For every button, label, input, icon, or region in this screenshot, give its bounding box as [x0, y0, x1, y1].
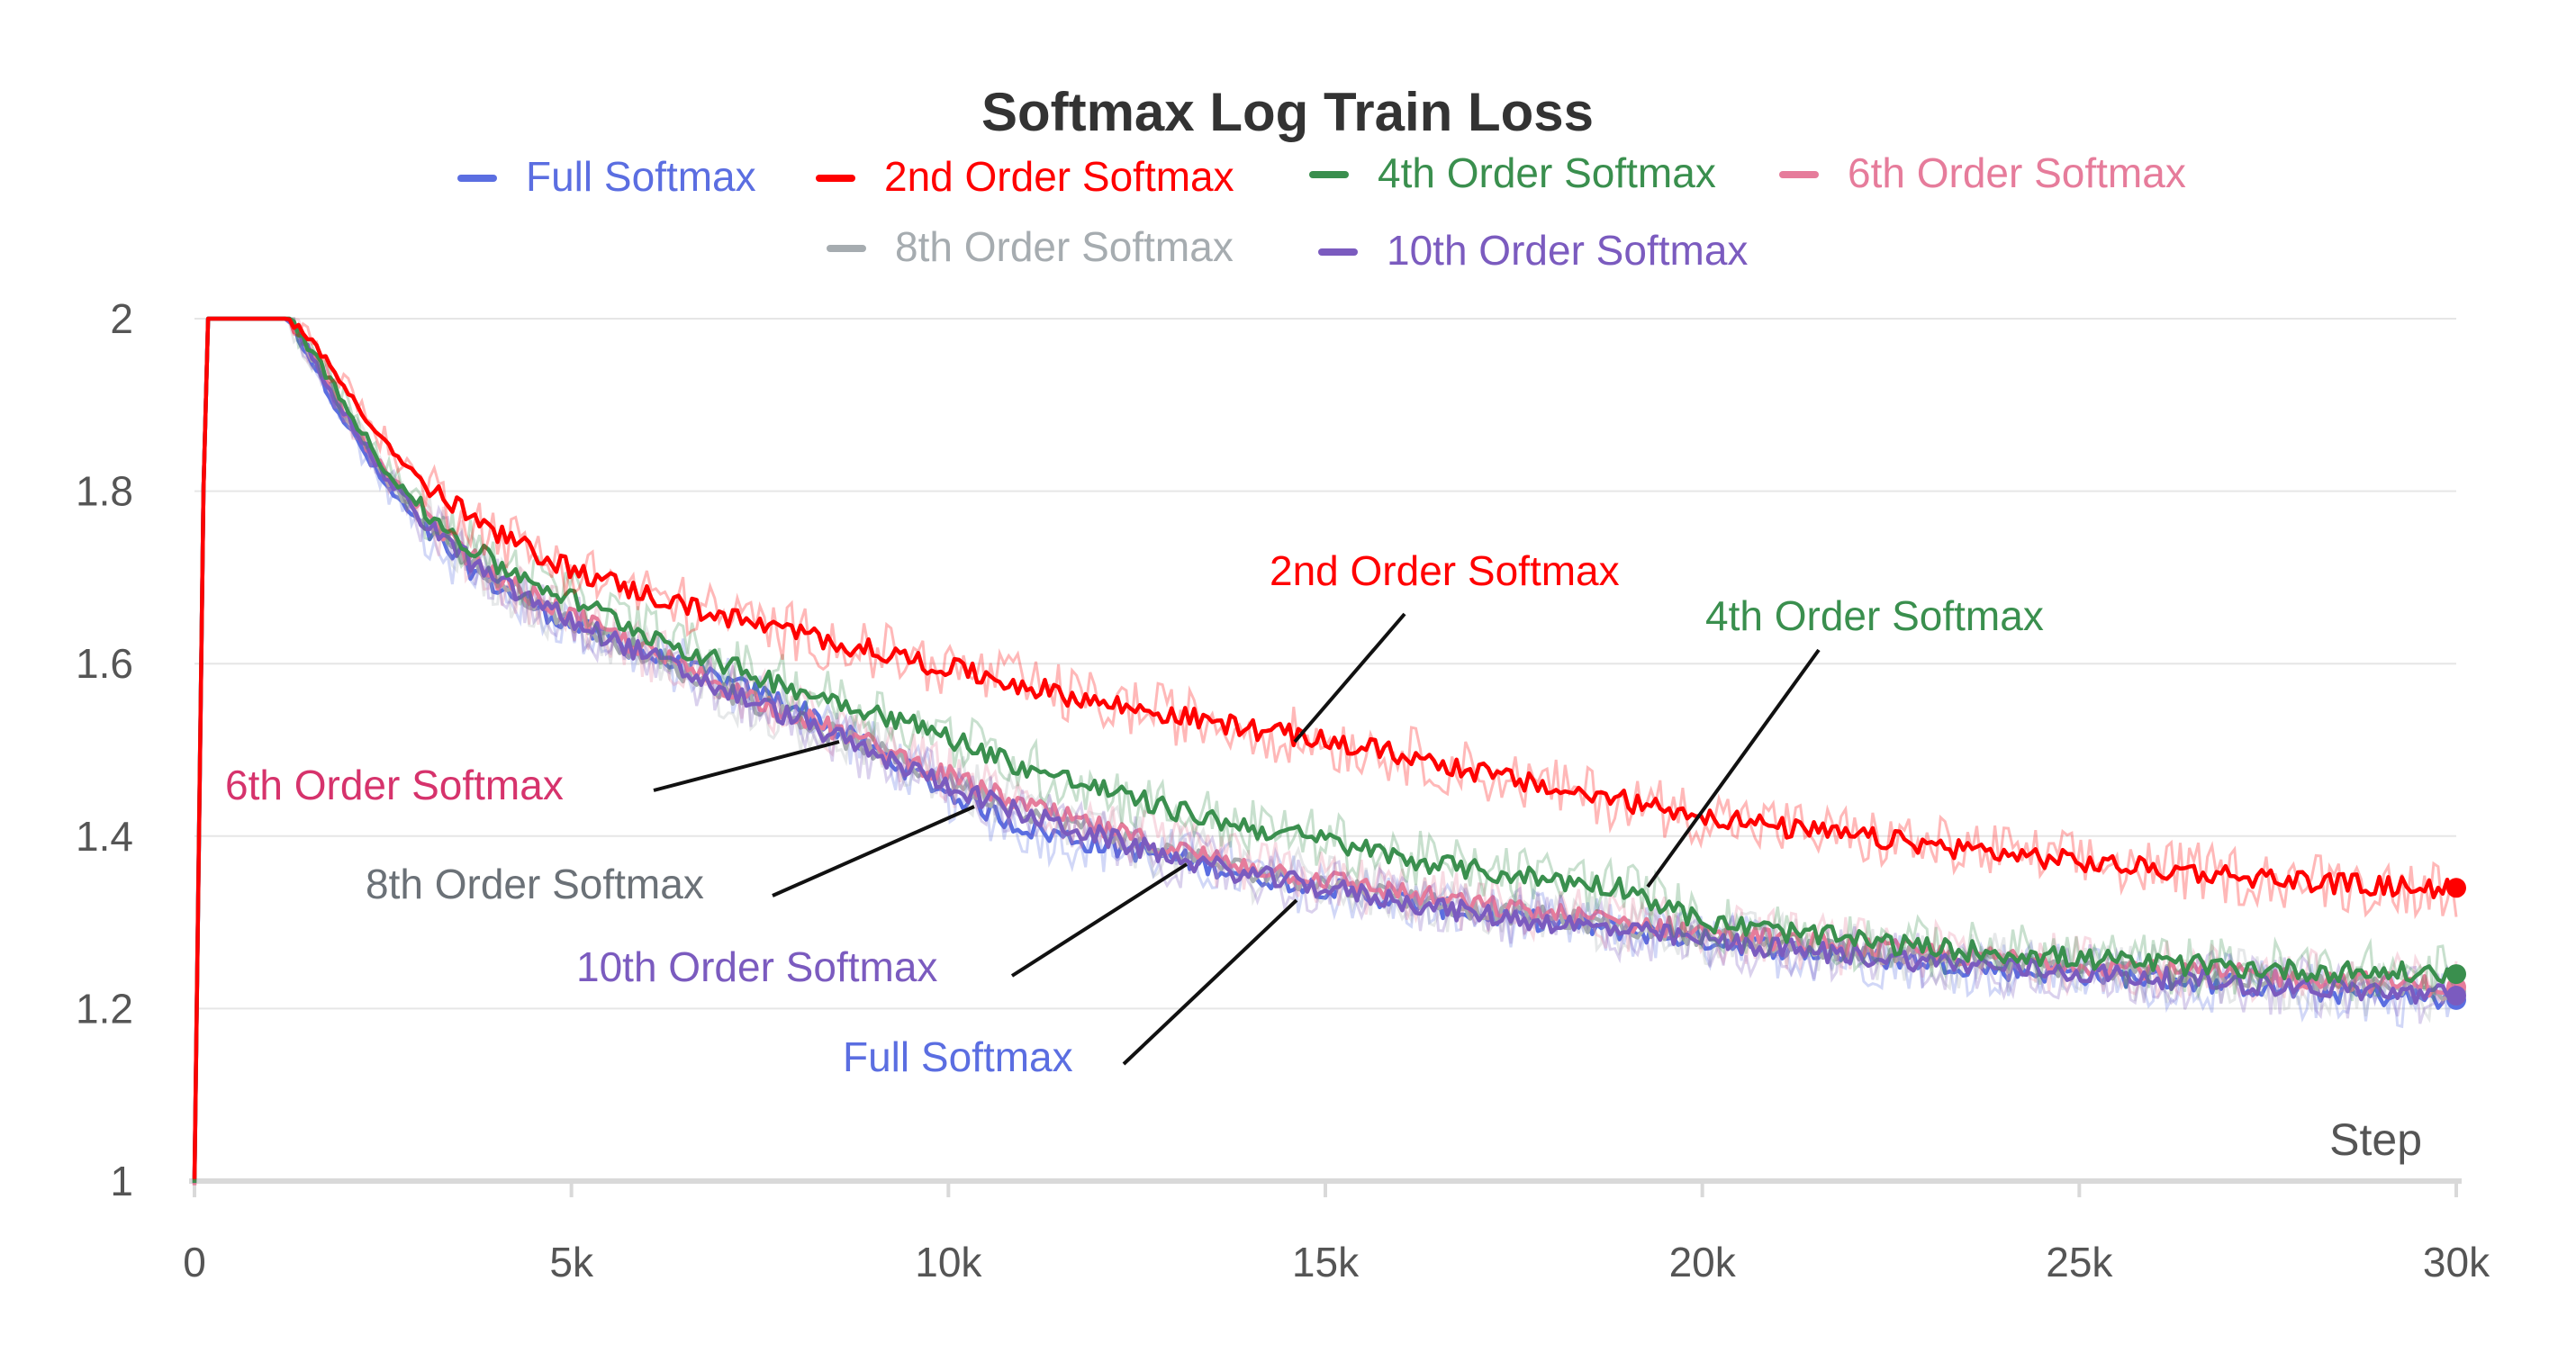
- x-axis-label: Step: [2329, 1114, 2422, 1165]
- annotation-leader-line: [1124, 900, 1297, 1064]
- annotation-leader-line: [1295, 614, 1405, 742]
- x-tick-label: 0: [183, 1239, 206, 1285]
- annotation-leader-line: [654, 742, 839, 790]
- series-end-marker: [2446, 964, 2466, 984]
- x-tick-label: 30k: [2423, 1239, 2490, 1285]
- legend-label: 4th Order Softmax: [1378, 149, 1716, 196]
- x-tick-label: 15k: [1292, 1239, 1360, 1285]
- annotation-label: 8th Order Softmax: [366, 861, 704, 907]
- series-line: [194, 319, 2456, 1180]
- annotations: 2nd Order Softmax 4th Order Softmax 6th Or…: [225, 547, 2044, 1080]
- annotation-label: Full Softmax: [843, 1033, 1073, 1080]
- series-line: [194, 319, 2456, 1180]
- legend-label: 8th Order Softmax: [895, 223, 1234, 270]
- series-line: [194, 319, 2456, 1183]
- series-raw-line: [194, 319, 2456, 1181]
- x-tick-label: 5k: [549, 1239, 594, 1285]
- annotation-label: 2nd Order Softmax: [1270, 547, 1620, 594]
- annotation-leader-line: [1012, 864, 1187, 976]
- x-tick-label: 20k: [1669, 1239, 1737, 1285]
- legend: Full Softmax 2nd Order Softmax 4th Order S…: [461, 149, 2186, 274]
- series-end-marker: [2446, 986, 2466, 1006]
- legend-label: Full Softmax: [526, 153, 756, 200]
- series-line: [194, 319, 2456, 1186]
- legend-label: 2nd Order Softmax: [884, 153, 1234, 200]
- annotation-label: 10th Order Softmax: [576, 943, 937, 990]
- annotation-label: 4th Order Softmax: [1705, 592, 2044, 639]
- y-tick-label: 1: [110, 1158, 133, 1204]
- chart-title: Softmax Log Train Loss: [981, 82, 1594, 142]
- y-tick-label: 1.8: [76, 468, 133, 515]
- x-tick-label: 10k: [915, 1239, 982, 1285]
- chart-canvas: Softmax Log Train Loss Full Softmax 2nd O…: [0, 0, 2576, 1353]
- series-line: [194, 319, 2456, 1179]
- annotation-leader-line: [773, 807, 974, 896]
- x-tick-label: 25k: [2046, 1239, 2113, 1285]
- series-end-marker: [2446, 878, 2466, 897]
- annotation-leader-line: [1648, 650, 1819, 887]
- series-line: [194, 319, 2456, 1183]
- y-tick-label: 1.6: [76, 640, 133, 687]
- y-tick-label: 1.2: [76, 985, 133, 1032]
- series-raw-line: [194, 319, 2456, 1179]
- y-tick-label: 2: [110, 295, 133, 342]
- legend-label: 6th Order Softmax: [1848, 149, 2186, 196]
- legend-label: 10th Order Softmax: [1387, 227, 1748, 274]
- plot-area: [194, 318, 2467, 1186]
- annotation-label: 6th Order Softmax: [225, 762, 564, 808]
- y-tick-label: 1.4: [76, 813, 133, 860]
